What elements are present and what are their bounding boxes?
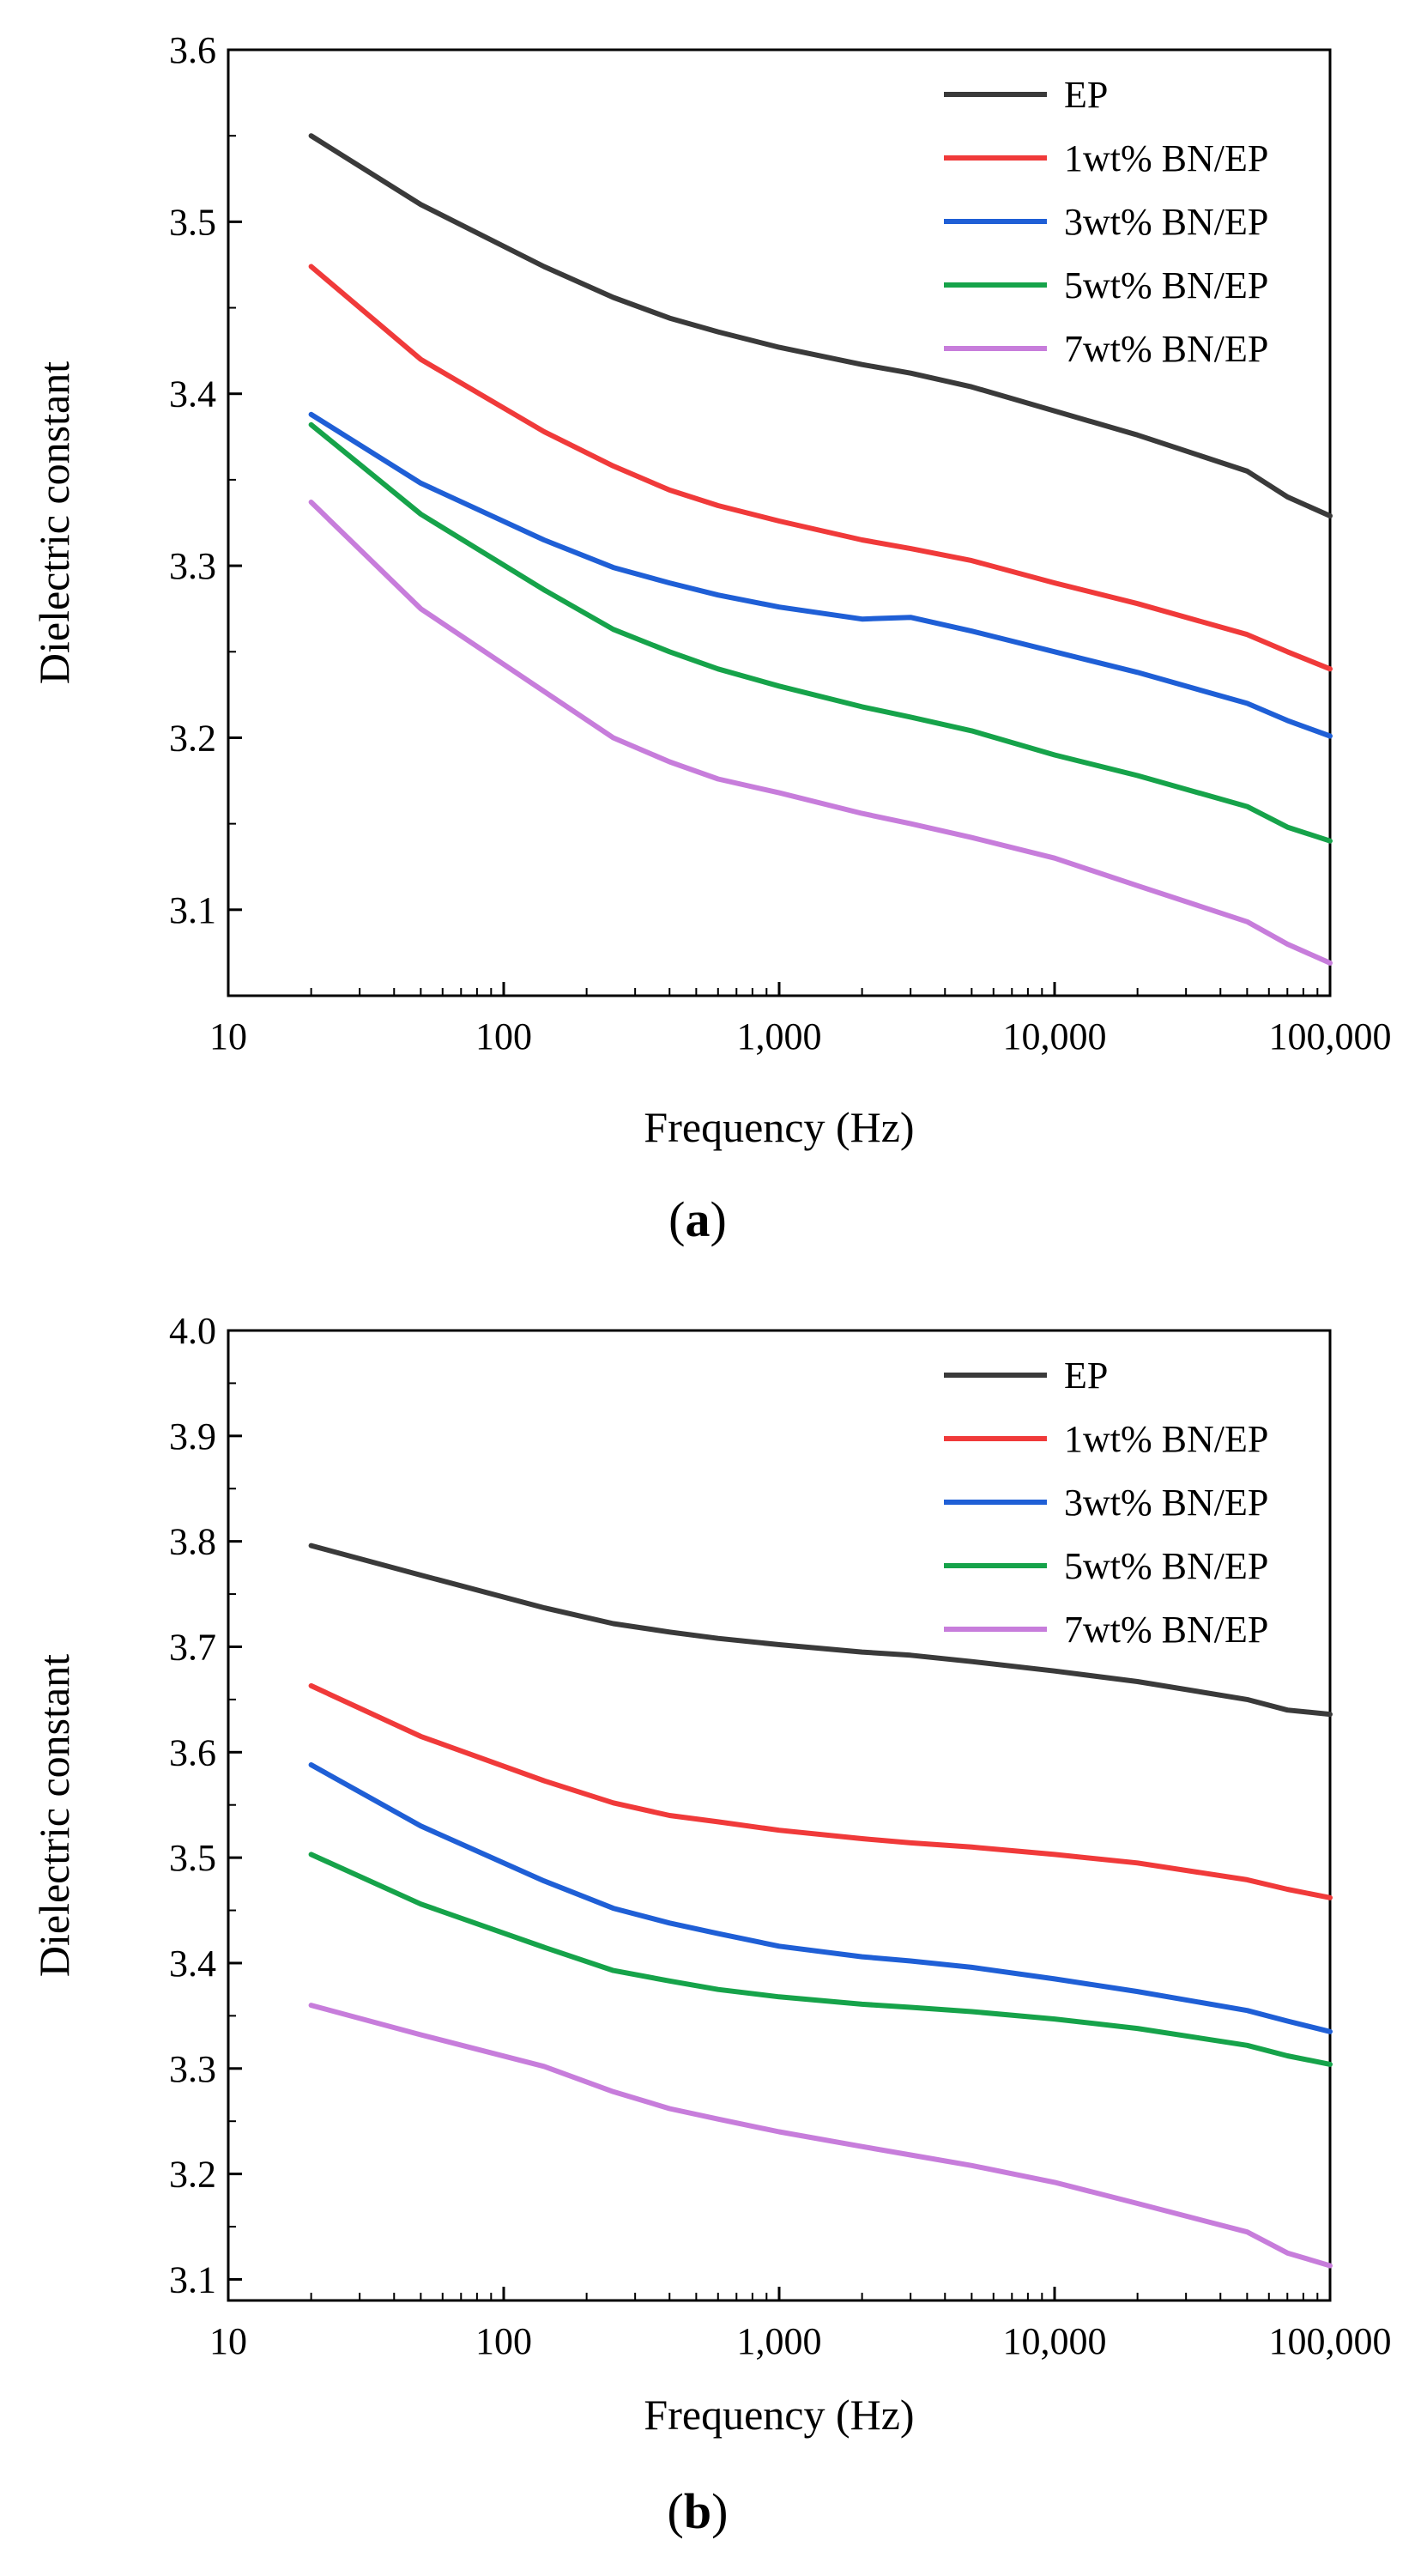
- panel-label: (a): [668, 1191, 727, 1247]
- panel-label: (b): [668, 2483, 729, 2539]
- y-tick-label: 3.5: [169, 201, 216, 243]
- series-line-2: [308, 1762, 1333, 2034]
- x-tick-label: 100: [475, 2320, 532, 2362]
- plot-frame: [227, 1329, 1332, 2302]
- legend-label-1: 1wt% BN/EP: [1064, 1418, 1268, 1460]
- legend-label-1: 1wt% BN/EP: [1064, 137, 1268, 179]
- series-line-1: [308, 1682, 1333, 1900]
- legend-label-3: 5wt% BN/EP: [1064, 264, 1268, 306]
- y-tick-label: 3.9: [169, 1415, 216, 1458]
- series-line-4: [308, 2003, 1333, 2269]
- legend-label-0: EP: [1064, 74, 1108, 116]
- x-tick-label: 1,000: [737, 1015, 822, 1058]
- series-line-2: [308, 411, 1333, 739]
- legend-label-2: 3wt% BN/EP: [1064, 201, 1268, 243]
- y-tick-label: 3.7: [169, 1626, 216, 1668]
- series-line-4: [308, 500, 1333, 966]
- y-tick-label: 3.6: [169, 1731, 216, 1773]
- x-tick-label: 10,000: [1003, 1015, 1107, 1058]
- x-tick-label: 10: [209, 2320, 247, 2362]
- y-axis-title: Dielectric constant: [30, 1654, 78, 1977]
- x-tick-label: 10: [209, 1015, 247, 1058]
- series-line-3: [308, 1852, 1333, 2067]
- legend-label-4: 7wt% BN/EP: [1064, 1609, 1268, 1651]
- y-tick-label: 3.2: [169, 2154, 216, 2196]
- y-tick-label: 3.1: [169, 2258, 216, 2300]
- y-tick-label: 3.3: [169, 545, 216, 587]
- y-tick-label: 3.3: [169, 2048, 216, 2090]
- x-tick-label: 1,000: [737, 2320, 822, 2362]
- x-tick-label: 100: [475, 1015, 532, 1058]
- y-tick-label: 3.2: [169, 717, 216, 759]
- y-tick-label: 3.8: [169, 1521, 216, 1563]
- series-line-3: [308, 421, 1333, 844]
- chart-panel-a: 10 100 1,000 10,000 100,000 3.1 3.2 3.3 3.4 3.5 3.…: [30, 29, 1392, 1247]
- x-tick-label: 10,000: [1003, 2320, 1107, 2362]
- legend-label-4: 7wt% BN/EP: [1064, 328, 1268, 370]
- legend-label-3: 5wt% BN/EP: [1064, 1545, 1268, 1587]
- x-tick-label: 100,000: [1269, 2320, 1392, 2362]
- y-tick-label: 3.4: [169, 373, 216, 415]
- y-tick-label: 3.6: [169, 29, 216, 71]
- y-tick-label: 3.4: [169, 1943, 216, 1985]
- x-tick-label: 100,000: [1269, 1015, 1392, 1058]
- x-axis-title: Frequency (Hz): [644, 1103, 914, 1151]
- series-line-0: [308, 133, 1333, 518]
- y-tick-label: 3.5: [169, 1837, 216, 1879]
- series-line-0: [308, 1543, 1333, 1718]
- series-line-1: [308, 264, 1333, 672]
- y-tick-label: 4.0: [169, 1310, 216, 1352]
- x-axis-title: Frequency (Hz): [644, 2391, 914, 2439]
- chart-panel-b: 10 100 1,000 10,000 100,000 3.1 3.2 3.3 3.4 3.5 3.…: [30, 1310, 1392, 2539]
- legend-label-0: EP: [1064, 1355, 1108, 1397]
- legend-label-2: 3wt% BN/EP: [1064, 1482, 1268, 1524]
- y-axis-title: Dielectric constant: [30, 361, 78, 684]
- y-tick-label: 3.1: [169, 889, 216, 931]
